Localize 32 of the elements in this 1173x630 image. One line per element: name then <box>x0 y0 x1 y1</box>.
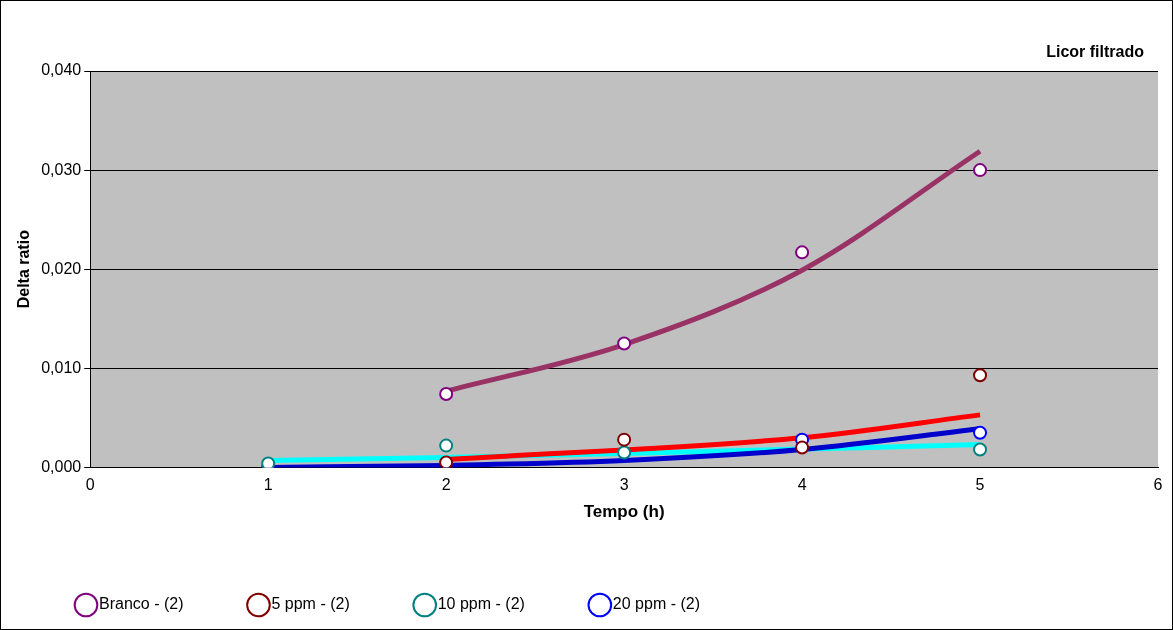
x-tick-label: 5 <box>975 476 985 494</box>
x-tick-label: 3 <box>619 476 629 494</box>
x-axis-title: Tempo (h) <box>583 502 665 522</box>
chart-title: Licor filtrado <box>1046 43 1144 61</box>
point <box>617 432 632 447</box>
y-tick-label: 0,020 <box>41 259 82 277</box>
legend-label: 5 ppm - (2) <box>271 595 350 613</box>
legend-label: 10 ppm - (2) <box>437 595 525 613</box>
point <box>439 455 454 468</box>
y-axis-title: Delta ratio <box>15 229 33 309</box>
point <box>973 442 988 457</box>
point <box>261 456 276 468</box>
point <box>439 387 454 402</box>
y-tick-label: 0,040 <box>41 61 82 79</box>
x-tick-label: 4 <box>797 476 807 494</box>
legend-label: 20 ppm - (2) <box>612 595 700 613</box>
point <box>973 425 988 440</box>
x-tick-label: 1 <box>263 476 273 494</box>
y-tick-label: 0,010 <box>41 358 82 376</box>
legend-label: Branco - (2) <box>99 595 184 613</box>
x-tick-label: 2 <box>441 476 451 494</box>
x-tick-label: 0 <box>85 476 95 494</box>
x-tick-label: 6 <box>1153 476 1163 494</box>
point <box>795 245 810 260</box>
point <box>973 368 988 383</box>
y-tick-label: 0,000 <box>41 457 82 475</box>
point <box>439 438 454 453</box>
point <box>617 445 632 460</box>
point <box>617 336 632 351</box>
point <box>973 163 988 178</box>
y-tick-label: 0,030 <box>41 160 82 178</box>
point <box>795 440 810 455</box>
